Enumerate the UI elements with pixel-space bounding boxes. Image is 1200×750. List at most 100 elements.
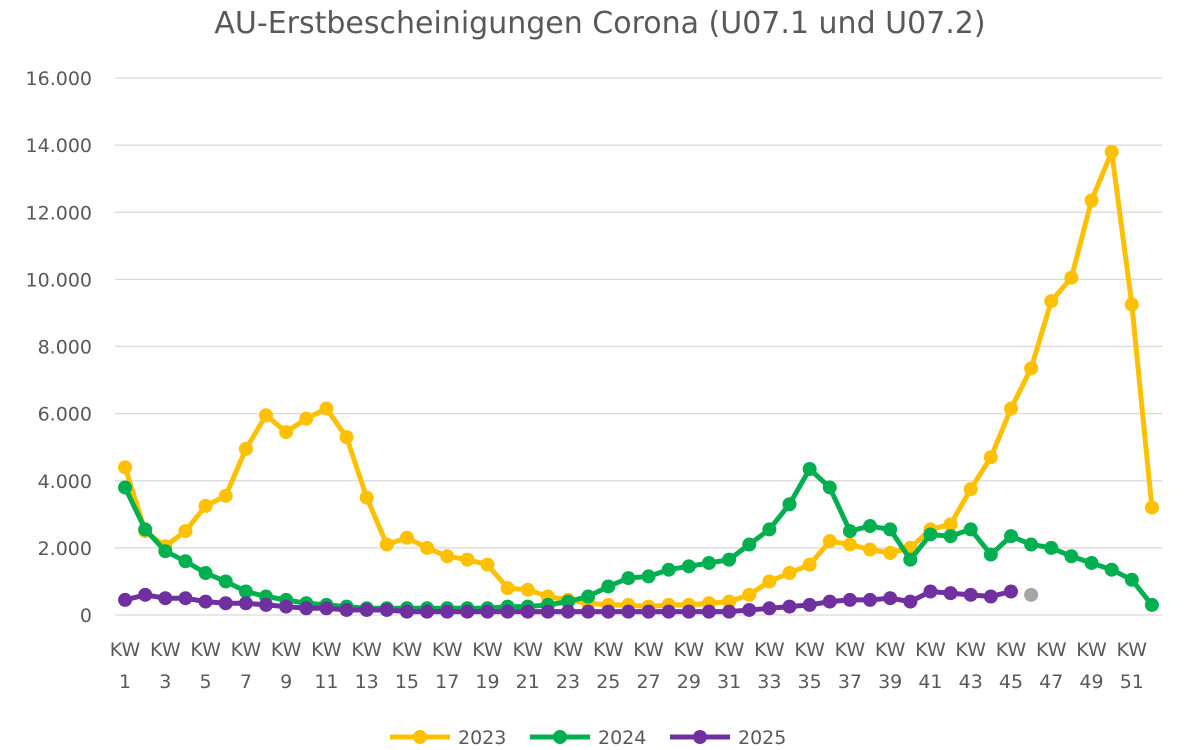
data-point xyxy=(218,488,233,503)
data-point xyxy=(339,430,354,445)
x-tick-label-prefix: KW xyxy=(432,639,463,661)
data-point xyxy=(822,534,837,549)
x-tick-label-prefix: KW xyxy=(351,639,382,661)
data-point xyxy=(822,594,837,609)
legend-label: 2023 xyxy=(458,727,506,749)
data-point xyxy=(581,604,596,619)
data-point xyxy=(943,586,958,601)
x-tick-label-prefix: KW xyxy=(190,639,221,661)
data-point xyxy=(782,497,797,512)
x-tick-label-prefix: KW xyxy=(1076,639,1107,661)
data-point xyxy=(118,480,133,495)
data-point xyxy=(601,604,616,619)
data-point xyxy=(782,566,797,581)
x-tick-label-prefix: KW xyxy=(835,639,866,661)
data-point xyxy=(883,545,898,560)
data-point xyxy=(963,587,978,602)
data-point xyxy=(903,552,918,567)
data-point xyxy=(520,604,535,619)
data-point xyxy=(601,579,616,594)
x-tick-label: 19 xyxy=(475,671,499,693)
data-point xyxy=(399,604,414,619)
data-point xyxy=(983,547,998,562)
x-tick-label: 47 xyxy=(1039,671,1063,693)
data-point xyxy=(198,594,213,609)
data-point xyxy=(440,604,455,619)
data-point xyxy=(762,574,777,589)
data-point xyxy=(178,591,193,606)
data-point xyxy=(903,594,918,609)
data-point xyxy=(883,591,898,606)
data-point xyxy=(762,522,777,537)
x-tick-label: 7 xyxy=(240,671,252,693)
data-point xyxy=(1044,540,1059,555)
data-point xyxy=(319,401,334,416)
data-point xyxy=(561,594,576,609)
data-point xyxy=(1144,500,1159,515)
data-point xyxy=(661,604,676,619)
y-tick-label: 6.000 xyxy=(38,404,92,426)
x-tick-label: 49 xyxy=(1079,671,1103,693)
y-tick-label: 14.000 xyxy=(26,135,92,157)
legend-label: 2025 xyxy=(738,727,786,749)
y-tick-label: 10.000 xyxy=(26,269,92,291)
data-point xyxy=(681,559,696,574)
x-tick-label-prefix: KW xyxy=(231,639,262,661)
legend-label: 2024 xyxy=(598,727,646,749)
data-point xyxy=(500,604,515,619)
x-tick-label: 21 xyxy=(516,671,540,693)
data-point xyxy=(218,596,233,611)
x-tick-label: 35 xyxy=(798,671,822,693)
legend-marker xyxy=(413,730,427,744)
data-point xyxy=(722,552,737,567)
data-point xyxy=(319,601,334,616)
data-point xyxy=(802,462,817,477)
data-point xyxy=(238,441,253,456)
data-point xyxy=(118,592,133,607)
data-point xyxy=(1024,537,1039,552)
data-point xyxy=(339,602,354,617)
data-point xyxy=(359,602,374,617)
data-point xyxy=(178,554,193,569)
x-tick-label-prefix: KW xyxy=(110,639,141,661)
series-extra xyxy=(1024,587,1039,602)
x-tick-label-prefix: KW xyxy=(714,639,745,661)
data-point xyxy=(420,604,435,619)
data-point xyxy=(1084,193,1099,208)
x-tick-label: 23 xyxy=(556,671,580,693)
data-point xyxy=(1144,597,1159,612)
data-point xyxy=(883,522,898,537)
x-tick-label: 13 xyxy=(355,671,379,693)
x-tick-label: 11 xyxy=(314,671,338,693)
data-point xyxy=(681,604,696,619)
data-point xyxy=(641,569,656,584)
chart-title: AU-Erstbescheinigungen Corona (U07.1 und… xyxy=(214,6,985,41)
x-tick-label-prefix: KW xyxy=(593,639,624,661)
data-point xyxy=(923,584,938,599)
data-point xyxy=(943,517,958,532)
x-tick-label: 41 xyxy=(918,671,942,693)
data-point xyxy=(842,537,857,552)
data-point xyxy=(722,604,737,619)
data-point xyxy=(420,540,435,555)
y-tick-label: 0 xyxy=(80,605,92,627)
data-point xyxy=(581,589,596,604)
series-line xyxy=(122,466,1155,611)
data-point xyxy=(842,524,857,539)
data-point xyxy=(1104,562,1119,577)
legend-item-2024: 2024 xyxy=(530,727,646,749)
x-tick-label: 45 xyxy=(999,671,1023,693)
x-tick-label-prefix: KW xyxy=(955,639,986,661)
data-point xyxy=(440,549,455,564)
data-point xyxy=(742,587,757,602)
data-point xyxy=(540,604,555,619)
data-point xyxy=(963,482,978,497)
data-point xyxy=(641,604,656,619)
data-point xyxy=(460,604,475,619)
data-point xyxy=(198,566,213,581)
x-tick-label: 1 xyxy=(119,671,131,693)
x-tick-label: 3 xyxy=(159,671,171,693)
data-point xyxy=(561,604,576,619)
data-point xyxy=(238,596,253,611)
y-tick-label: 4.000 xyxy=(38,471,92,493)
